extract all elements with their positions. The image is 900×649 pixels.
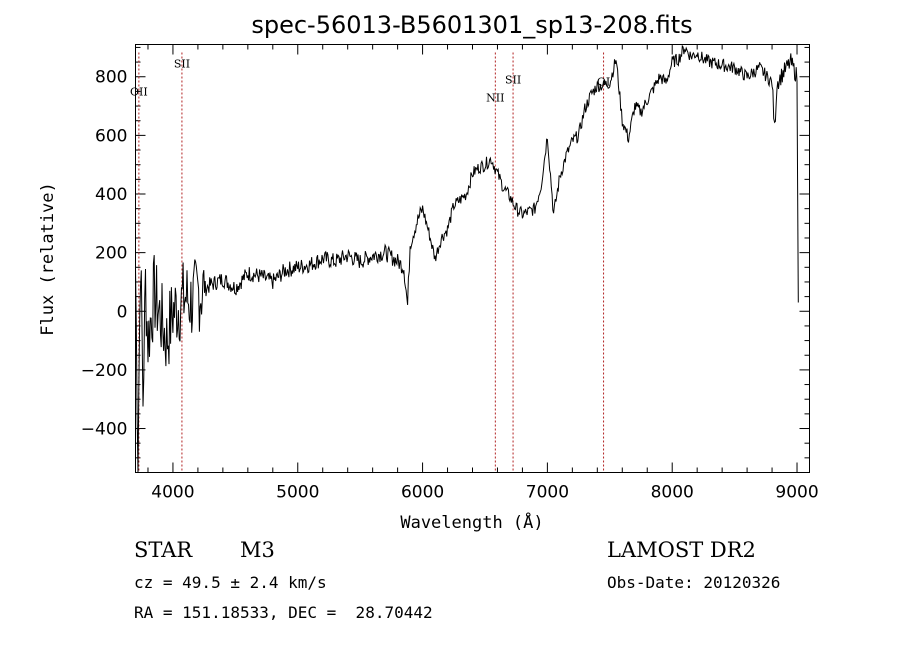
x-tick-label: 7000 — [526, 483, 569, 503]
y-tick-label: −200 — [81, 361, 128, 381]
y-tick-label: 200 — [95, 244, 127, 264]
spectrum-line — [135, 44, 799, 473]
plot-frame — [135, 44, 810, 473]
coordinates: RA = 151.18533, DEC = 28.70442 — [134, 603, 433, 622]
tick-labels: 4000 5000 6000 7000 8000 9000 −400 −200 0 200 400 6… — [81, 68, 819, 503]
chart-title: spec-56013-B5601301_sp13-208.fits — [251, 11, 692, 39]
redshift-velocity: cz = 49.5 ± 2.4 km/s — [134, 573, 327, 592]
x-axis-label: Wavelength (Å) — [400, 511, 543, 533]
x-tick-label: 4000 — [151, 483, 194, 503]
emission-line-label: SII — [505, 74, 521, 87]
y-tick-label: 400 — [95, 185, 127, 205]
survey-name: LAMOST DR2 — [607, 538, 756, 562]
x-tick-label: 5000 — [276, 483, 319, 503]
x-tick-label: 9000 — [775, 483, 818, 503]
y-tick-label: 0 — [117, 302, 128, 322]
emission-line-label: NII — [486, 92, 504, 105]
y-axis-label: Flux (relative) — [38, 182, 58, 336]
y-tick-label: −400 — [81, 420, 128, 440]
object-type: STAR — [134, 538, 193, 562]
x-tick-label: 6000 — [401, 483, 444, 503]
spectrum-series — [135, 44, 799, 473]
axis-ticks — [135, 44, 810, 473]
y-tick-label: 600 — [95, 126, 127, 146]
observation-date: Obs-Date: 20120326 — [607, 573, 781, 592]
object-subclass: M3 — [240, 538, 275, 562]
y-tick-label: 800 — [95, 68, 127, 88]
emission-line-label: OII — [130, 86, 148, 99]
x-tick-label: 8000 — [651, 483, 694, 503]
emission-line-label: SII — [174, 58, 190, 71]
